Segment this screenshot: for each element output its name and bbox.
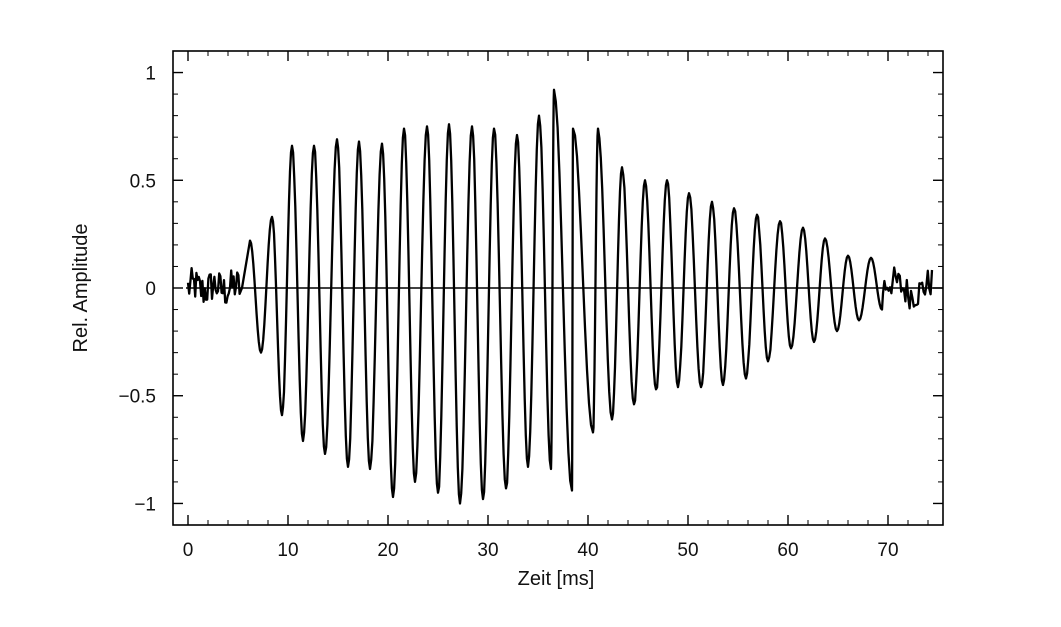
x-tick-label: 60 [777, 540, 798, 561]
x-tick-label: 30 [477, 540, 498, 561]
x-axis-label: Zeit [ms] [518, 568, 595, 590]
x-tick-label: 0 [183, 540, 194, 561]
plot-frame [172, 50, 944, 526]
signal-series-line [186, 88, 934, 505]
y-tick-label: 0 [145, 279, 156, 300]
x-tick-label: 50 [677, 540, 698, 561]
y-tick-label: −0.5 [118, 387, 156, 408]
x-tick-label: 40 [577, 540, 598, 561]
y-tick-label: 1 [145, 64, 156, 85]
tick-marks [173, 51, 943, 525]
y-axis-label: Rel. Amplitude [70, 224, 92, 353]
y-tick-label: −1 [134, 494, 156, 515]
tick-labels: 0 10 20 30 40 50 60 70 1 0.5 0 −0.5 −1 [118, 64, 898, 561]
x-tick-label: 70 [877, 540, 898, 561]
x-tick-label: 20 [377, 540, 398, 561]
y-tick-label: 0.5 [130, 171, 156, 192]
x-tick-label: 10 [277, 540, 298, 561]
